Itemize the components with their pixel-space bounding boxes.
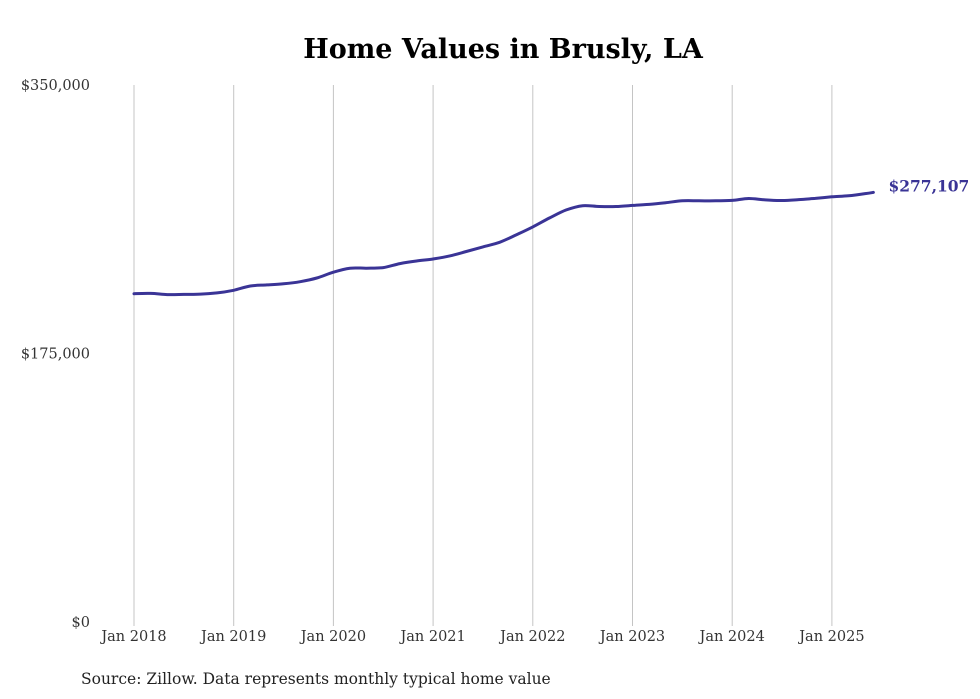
data-point (182, 293, 185, 296)
data-point (232, 289, 235, 292)
data-point (299, 280, 302, 283)
x-tick-label: Jan 2019 (199, 629, 266, 645)
data-point (581, 204, 584, 207)
x-axis-ticks: Jan 2018 Jan 2019 Jan 2020 Jan 2021 Jan 2022… (99, 629, 864, 645)
series-line (132, 190, 875, 297)
data-point (548, 217, 551, 220)
y-tick-label: $350,000 (21, 78, 90, 94)
data-point (265, 283, 268, 286)
x-tick-label: Jan 2024 (698, 629, 765, 645)
data-point (531, 225, 534, 228)
data-point (797, 198, 800, 201)
x-tick-label: Jan 2018 (99, 629, 166, 645)
x-tick-label: Jan 2022 (498, 629, 565, 645)
data-point (864, 192, 867, 195)
data-point (731, 199, 734, 202)
data-point (382, 266, 385, 269)
x-tick-label: Jan 2025 (797, 629, 864, 645)
data-point (315, 277, 318, 280)
data-point (282, 282, 285, 285)
data-point (149, 292, 152, 295)
data-point (498, 241, 501, 244)
x-tick-label: Jan 2023 (598, 629, 665, 645)
data-point (133, 292, 136, 295)
data-point (565, 209, 568, 212)
data-point (166, 293, 169, 296)
data-point (614, 205, 617, 208)
data-point (830, 195, 833, 198)
source-note: Source: Zillow. Data represents monthly … (81, 670, 551, 688)
data-point (481, 245, 484, 248)
data-point (432, 258, 435, 261)
data-point (216, 291, 219, 294)
data-point (349, 267, 352, 270)
data-point (847, 194, 850, 197)
data-point (698, 199, 701, 202)
data-point (747, 197, 750, 200)
data-point (365, 267, 368, 270)
data-point (781, 199, 784, 202)
data-point (598, 205, 601, 208)
data-point (814, 197, 817, 200)
data-point (648, 203, 651, 206)
data-point (764, 198, 767, 201)
x-tick-label: Jan 2021 (398, 629, 465, 645)
data-point (415, 260, 418, 263)
y-tick-label: $175,000 (21, 347, 90, 363)
chart-title: Home Values in Brusly, LA (303, 34, 704, 65)
data-point (448, 254, 451, 257)
data-point (332, 271, 335, 274)
x-tick-label: Jan 2020 (299, 629, 366, 645)
data-point (465, 250, 468, 253)
y-axis-ticks: $350,000 $175,000 $0 (21, 78, 90, 631)
data-point (714, 199, 717, 202)
data-point (515, 233, 518, 236)
data-point (631, 204, 634, 207)
y-tick-label: $0 (72, 615, 90, 631)
data-point (199, 293, 202, 296)
data-point (249, 285, 252, 288)
data-point (398, 262, 401, 265)
series-group: $277,107 (132, 176, 969, 297)
data-point (664, 201, 667, 204)
end-value-label: $277,107 (888, 176, 969, 195)
data-point (681, 199, 684, 202)
data-point (872, 191, 875, 194)
gridlines (133, 85, 833, 626)
